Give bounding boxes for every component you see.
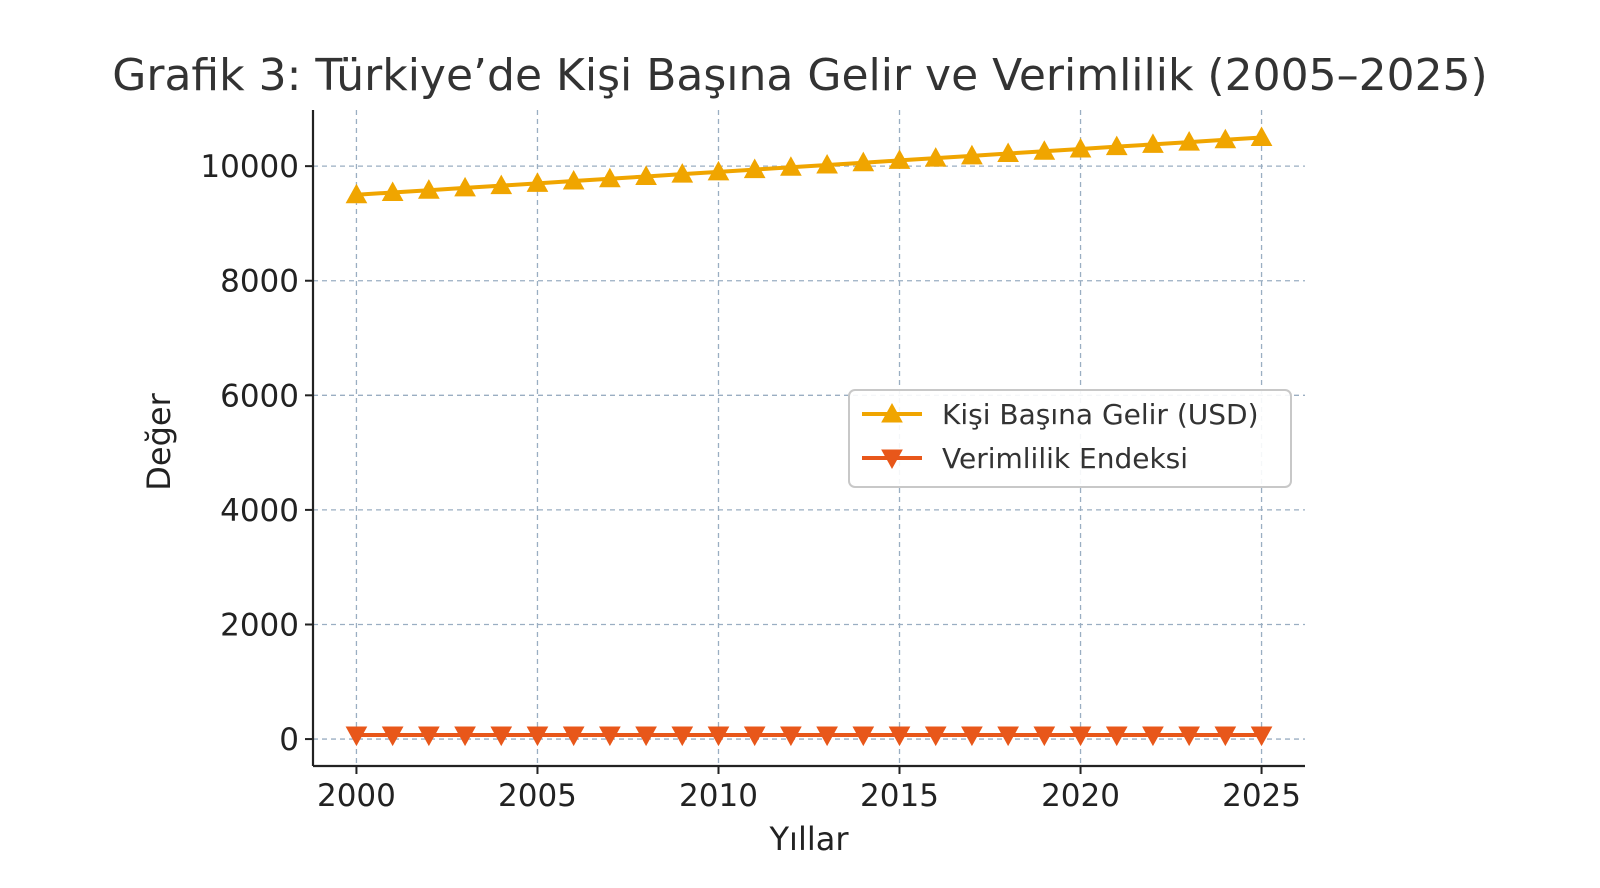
data-point (924, 147, 947, 167)
data-point (961, 144, 983, 165)
data-point (526, 172, 549, 192)
legend-item: Kişi Başına Gelir (USD) (862, 398, 1259, 431)
y-axis-label: Değer (140, 392, 178, 490)
legend-marker (881, 402, 903, 423)
data-point (997, 726, 1019, 747)
data-point (526, 726, 549, 747)
data-point (743, 726, 766, 747)
x-tick-label: 2005 (498, 778, 577, 814)
series-1 (345, 126, 1273, 204)
data-point (418, 726, 440, 747)
data-point (599, 726, 621, 747)
legend-label: Kişi Başına Gelir (USD) (942, 398, 1259, 431)
y-tick-label: 4000 (220, 493, 299, 529)
data-point (1033, 726, 1056, 747)
x-axis-label: Yıllar (769, 820, 850, 858)
data-point (599, 167, 621, 188)
data-point (1142, 133, 1164, 153)
x-tick-label: 2000 (317, 778, 396, 814)
legend: Kişi Başına Gelir (USD) Verimlilik Endeks… (848, 389, 1292, 488)
data-point (780, 156, 802, 176)
y-tick-label: 10000 (200, 149, 299, 185)
data-point (1142, 726, 1164, 747)
x-tick-label: 2010 (679, 778, 758, 814)
data-point (852, 726, 875, 747)
x-tick-label: 2025 (1222, 778, 1301, 814)
data-point (635, 165, 657, 185)
data-point (1214, 128, 1237, 149)
series-layer (345, 126, 1273, 747)
data-point (1250, 126, 1273, 147)
data-point (345, 183, 368, 204)
data-point (345, 726, 368, 747)
data-point (562, 726, 585, 747)
data-point (888, 726, 911, 747)
data-point (743, 158, 766, 179)
data-point (671, 163, 694, 183)
data-point (888, 149, 911, 169)
data-point (816, 153, 838, 174)
chart-title: Grafik 3: Türkiye’de Kişi Başına Gelir v… (112, 50, 1487, 101)
data-point (490, 174, 513, 195)
data-point (454, 176, 476, 197)
y-tick-label: 6000 (220, 378, 299, 414)
data-point (1105, 726, 1128, 747)
legend-box (848, 389, 1292, 488)
data-point (816, 726, 838, 747)
data-point (1069, 726, 1092, 747)
y-tick-label: 2000 (220, 607, 299, 643)
data-point (1214, 726, 1237, 747)
legend-marker (881, 449, 903, 470)
data-point (924, 726, 947, 747)
legend-item: Verimlilik Endeksi (862, 442, 1188, 475)
data-point (707, 726, 730, 747)
data-point (562, 170, 585, 190)
data-point (671, 726, 694, 747)
x-tick-label: 2020 (1041, 778, 1120, 814)
tick-labels: 2000 2005 2010 2015 2020 2025 0 2000 4000 6000 800… (200, 149, 1301, 814)
data-point (1033, 140, 1056, 160)
x-tick-label: 2015 (860, 778, 939, 814)
data-point (1105, 135, 1128, 156)
data-point (1178, 726, 1200, 747)
data-point (1069, 137, 1092, 158)
data-point (961, 726, 983, 747)
data-point (1250, 726, 1273, 747)
data-point (454, 726, 476, 747)
data-point (780, 726, 802, 747)
data-point (997, 142, 1019, 163)
data-point (1178, 131, 1200, 151)
series-2 (345, 726, 1273, 747)
data-point (381, 181, 404, 202)
y-tick-label: 8000 (220, 264, 299, 300)
legend-label: Verimlilik Endeksi (942, 442, 1188, 475)
data-point (852, 151, 875, 172)
y-tick-label: 0 (279, 722, 299, 758)
data-point (707, 160, 730, 181)
data-point (490, 726, 513, 747)
axes (311, 110, 1305, 768)
data-point (635, 726, 657, 747)
data-point (381, 726, 404, 747)
data-point (418, 179, 440, 199)
